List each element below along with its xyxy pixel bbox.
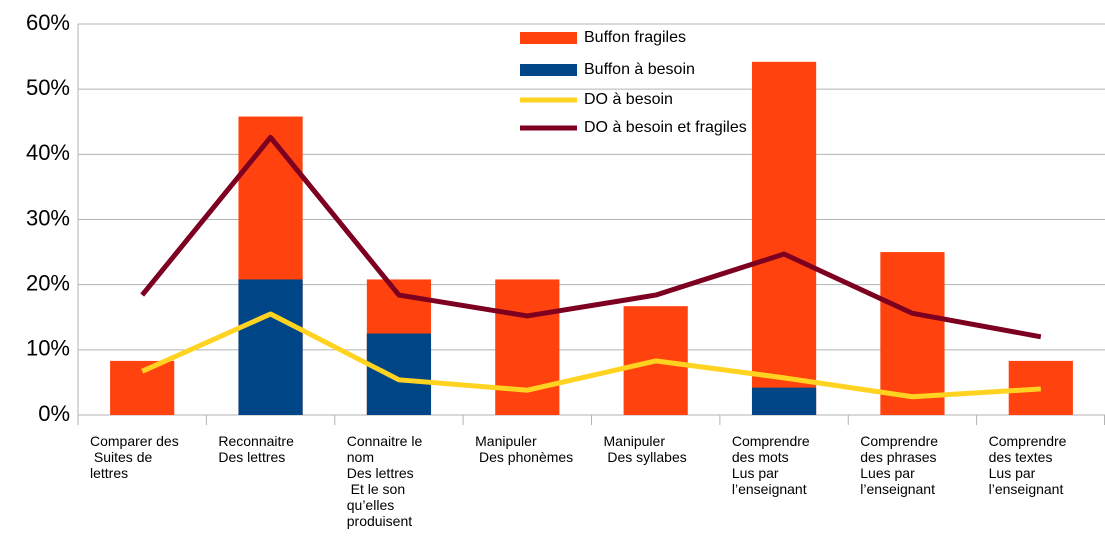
bar [495,279,560,415]
x-tick-label: Manipuler Des phonèmes [475,433,574,465]
legend-label: Buffon fragiles [584,29,686,46]
y-tick-label: 10% [26,336,70,361]
legend-swatch [520,64,577,76]
line [140,134,1042,340]
y-tick-label: 20% [26,270,70,295]
bar [751,61,817,416]
y-tick-label: 40% [26,140,70,165]
legend-label: Buffon à besoin [584,61,695,78]
legend-label: DO à besoin et fragiles [584,119,747,136]
line [141,311,1041,400]
x-tick-label: Comprendre des phrases Lues par l’enseig… [860,433,939,497]
x-tick-label: Comprendre des textes Lus par l’enseigna… [988,433,1067,497]
y-tick-label: 0% [38,401,70,426]
y-tick-label: 30% [26,205,70,230]
legend-label: DO à besoin [584,91,673,108]
legend-swatch [520,32,577,44]
x-tick-label: Manipuler Des syllabes [603,433,687,465]
bar [880,252,945,415]
x-tick-label: Connaitre le nom Des lettres Et le son q… [346,433,423,529]
x-tick-label: Comparer des Suites de lettres [90,433,179,481]
x-tick-label: Comprendre des mots Lus par l’enseignant [731,433,810,497]
y-tick-label: 50% [26,75,70,100]
y-tick-label: 60% [26,10,70,35]
bar [366,333,432,415]
x-tick-label: Reconnaitre Des lettres [218,433,294,465]
bar [238,279,303,415]
bar [751,387,817,415]
